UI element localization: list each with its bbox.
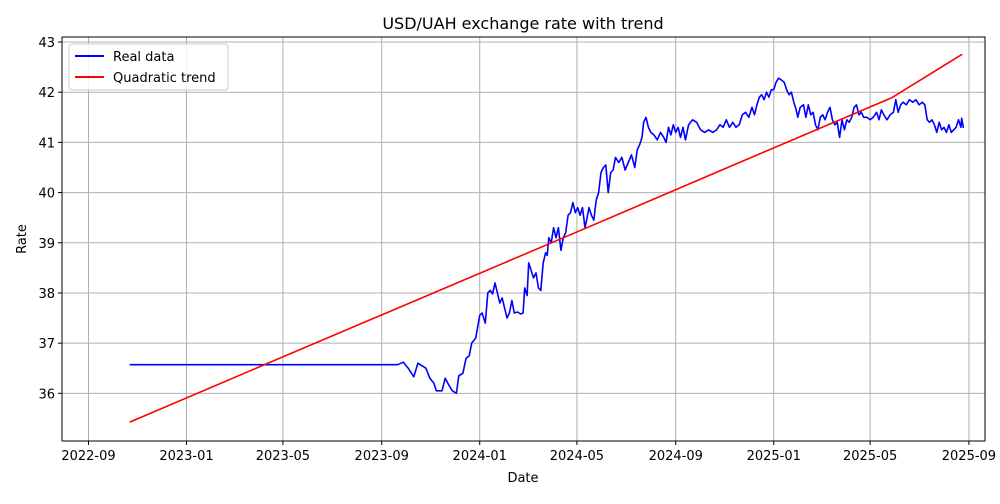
x-tick-label-1: 2023-01: [159, 449, 213, 464]
x-tick-label-2: 2023-05: [256, 449, 310, 464]
x-tick-label-5: 2024-05: [550, 449, 604, 464]
x-tick-label-0: 2022-09: [61, 449, 115, 464]
x-tick-label-8: 2025-05: [843, 449, 897, 464]
y-axis-label: Rate: [15, 224, 30, 254]
y-tick-label-6: 42: [38, 86, 55, 101]
y-tick-label-3: 39: [38, 237, 55, 252]
plot-area: [62, 37, 985, 441]
x-tick-label-7: 2025-01: [747, 449, 801, 464]
x-tick-label-6: 2024-09: [649, 449, 703, 464]
x-tick-label-9: 2025-09: [942, 449, 996, 464]
legend-label-real-data: Real data: [113, 50, 174, 65]
y-tick-label-1: 37: [38, 337, 55, 352]
chart-title: USD/UAH exchange rate with trend: [382, 14, 663, 33]
legend-label-quadratic-trend: Quadratic trend: [113, 71, 216, 86]
y-tick-label-0: 36: [38, 387, 55, 402]
x-tick-label-4: 2024-01: [453, 449, 507, 464]
y-tick-label-5: 41: [38, 136, 55, 151]
y-tick-label-4: 40: [38, 187, 55, 202]
y-tick-label-7: 43: [38, 36, 55, 51]
y-tick-label-2: 38: [38, 287, 55, 302]
x-tick-label-3: 2023-09: [355, 449, 409, 464]
x-axis-label: Date: [507, 471, 538, 486]
legend: Real data Quadratic trend: [69, 44, 228, 90]
